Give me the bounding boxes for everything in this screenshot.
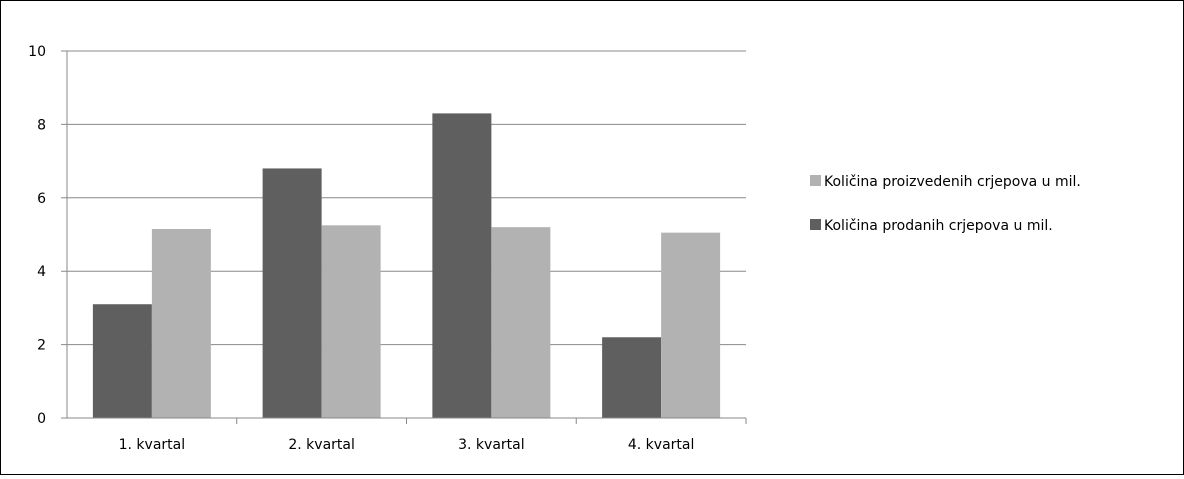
x-tick-labels: 1. kvartal 2. kvartal 3. kvartal 4. kvartal [119,437,695,453]
bar-sold-2 [262,168,322,418]
y-tick-label: 10 [28,44,46,60]
legend-swatch [810,175,821,186]
bar-produced-1 [151,228,211,418]
axes [61,51,747,424]
legend: Količina proizvedenih crjepova u mil. Kol… [810,174,1081,234]
y-tick-labels: 0 2 4 6 8 10 [28,44,46,427]
bar-produced-2 [321,225,381,418]
legend-label: Količina proizvedenih crjepova u mil. [824,174,1081,190]
x-tick-label: 4. kvartal [628,437,695,453]
bar-sold-1 [92,304,152,418]
y-tick-label: 6 [37,191,46,207]
legend-swatch [810,219,821,230]
x-tick-label: 1. kvartal [119,437,186,453]
bar-sold-3 [432,113,492,418]
y-tick-label: 4 [37,264,46,280]
x-tick-label: 2. kvartal [288,437,355,453]
bar-sold-4 [602,337,662,418]
y-tick-label: 8 [37,117,46,133]
bars [92,113,721,418]
y-tick-label: 2 [37,338,46,354]
legend-label: Količina prodanih crjepova u mil. [824,218,1053,234]
bar-produced-4 [661,232,721,418]
y-tick-label: 0 [37,411,46,427]
bar-produced-3 [491,227,551,418]
x-tick-label: 3. kvartal [458,437,525,453]
